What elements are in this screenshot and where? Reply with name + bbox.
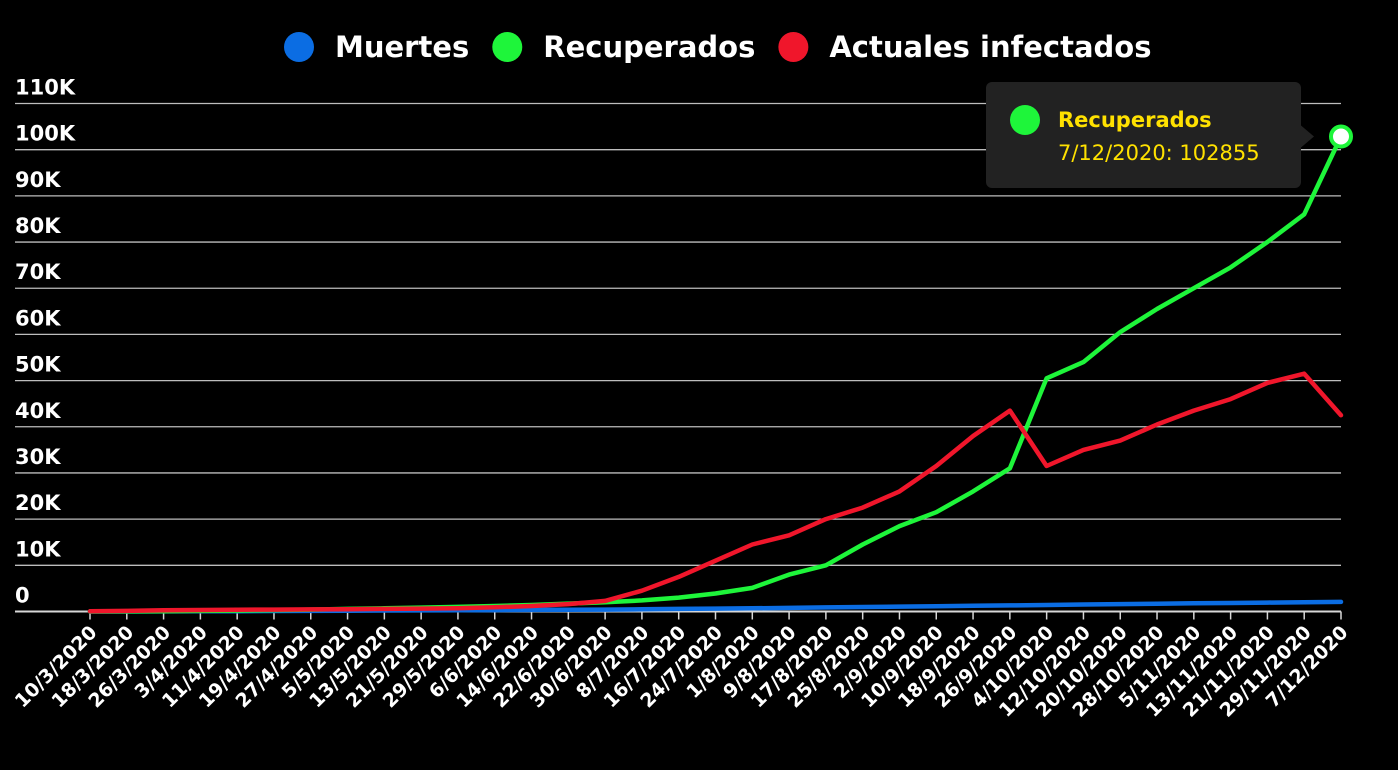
y-tick-label: 30K xyxy=(15,445,61,469)
legend-marker xyxy=(492,32,523,62)
legend-item[interactable]: Actuales infectados xyxy=(778,30,1151,64)
tooltip-marker xyxy=(1010,105,1040,135)
y-tick-label: 20K xyxy=(15,491,61,515)
y-tick-label: 110K xyxy=(15,76,76,100)
y-tick-label: 60K xyxy=(15,306,61,330)
legend-label: Recuperados xyxy=(543,30,755,64)
legend-marker xyxy=(778,32,809,62)
series-group xyxy=(87,134,1344,614)
legend-item[interactable]: Recuperados xyxy=(492,30,755,64)
y-tick-label: 50K xyxy=(15,353,61,377)
legend-marker xyxy=(284,32,314,62)
tooltip: Recuperados 7/12/2020: 102855 xyxy=(986,82,1353,188)
y-axis: 0 10K 20K 30K 40K 50K 60K 70K 80K 90K 100K 110K xyxy=(15,76,76,608)
tooltip-arrow xyxy=(1301,125,1314,148)
y-tick-label: 90K xyxy=(15,168,61,192)
y-tick-label: 10K xyxy=(15,537,61,561)
legend-item[interactable]: Muertes xyxy=(284,30,469,64)
x-axis: 10/3/202018/3/202026/3/20203/4/202011/4/… xyxy=(11,611,1353,722)
tooltip-value: 7/12/2020: 102855 xyxy=(1058,141,1260,165)
tooltip-box xyxy=(986,82,1301,188)
grid-lines xyxy=(15,102,1341,613)
y-tick-label: 40K xyxy=(15,399,61,423)
y-tick-label: 80K xyxy=(15,214,61,238)
highlight-point[interactable] xyxy=(1329,124,1353,149)
legend: Muertes Recuperados Actuales infectados xyxy=(284,30,1151,64)
legend-label: Muertes xyxy=(335,30,469,64)
tooltip-title: Recuperados xyxy=(1058,108,1212,132)
y-tick-label: 0 xyxy=(15,584,30,608)
series-line-actuales-infectados[interactable] xyxy=(87,371,1344,614)
legend-label: Actuales infectados xyxy=(829,30,1151,64)
y-tick-label: 70K xyxy=(15,260,61,284)
y-tick-label: 100K xyxy=(15,122,76,146)
series-line-recuperados[interactable] xyxy=(87,134,1344,614)
